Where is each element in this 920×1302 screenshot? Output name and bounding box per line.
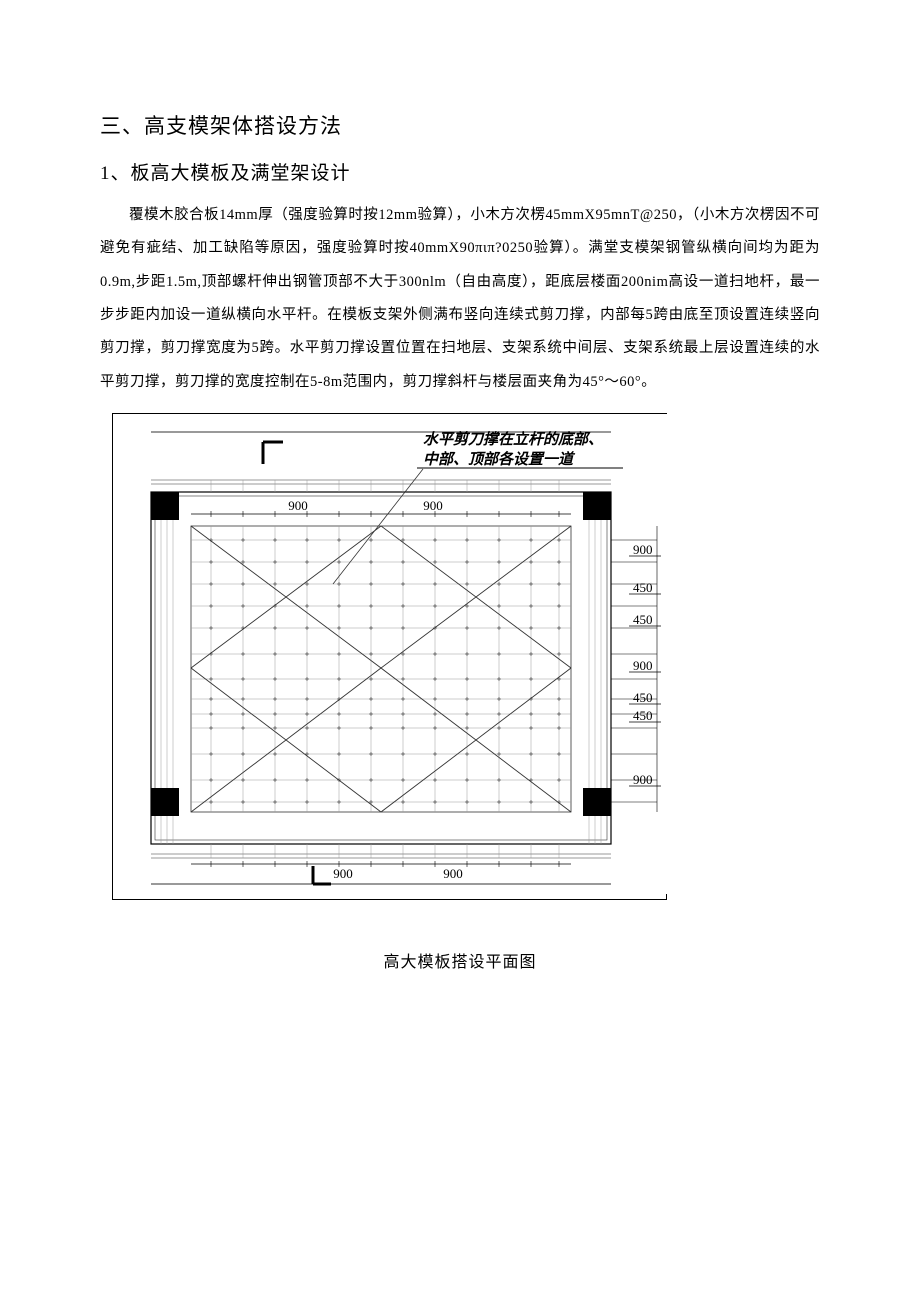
svg-text:900: 900: [633, 772, 653, 787]
section-heading: 三、高支模架体搭设方法: [100, 110, 820, 140]
svg-text:900: 900: [633, 658, 653, 673]
svg-text:900: 900: [288, 498, 308, 513]
subsection-heading: 1、板高大模板及满堂架设计: [100, 158, 820, 185]
plan-diagram-svg: 900 450 450 900 450 450 900 900 900 900 900 水平剪刀撑在立…: [113, 414, 668, 894]
svg-text:450: 450: [633, 612, 653, 627]
svg-text:900: 900: [633, 542, 653, 557]
svg-text:900: 900: [333, 866, 353, 881]
svg-text:900: 900: [423, 498, 443, 513]
svg-text:450: 450: [633, 708, 653, 723]
diagram-caption: 高大模板搭设平面图: [100, 948, 820, 972]
body-paragraph: 覆模木胶合板14mm厚（强度验算时按12mm验算），小木方次楞45mmX95mn…: [100, 199, 820, 399]
svg-text:450: 450: [633, 580, 653, 595]
svg-text:900: 900: [443, 866, 463, 881]
svg-text:450: 450: [633, 690, 653, 705]
svg-text:水平剪刀撑在立杆的底部、: 水平剪刀撑在立杆的底部、: [423, 430, 603, 448]
svg-text:中部、顶部各设置一道: 中部、顶部各设置一道: [423, 450, 576, 468]
plan-diagram: 900 450 450 900 450 450 900 900 900 900 900 水平剪刀撑在立…: [112, 413, 667, 900]
